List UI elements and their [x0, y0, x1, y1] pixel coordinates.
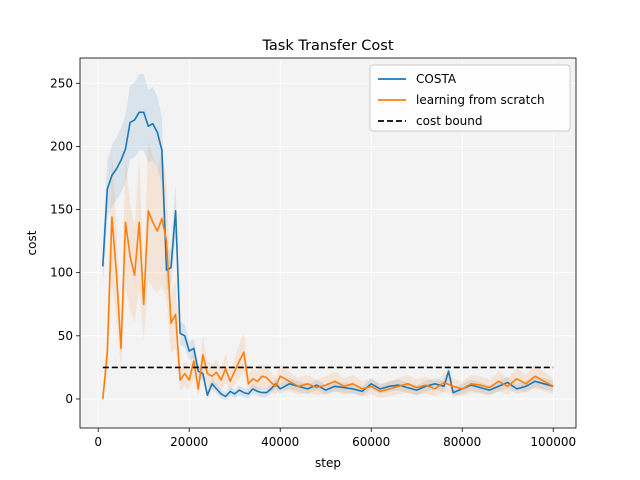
series-line-1	[102, 210, 554, 400]
series-band-0	[102, 74, 554, 401]
y-tick-label: 50	[58, 329, 73, 343]
y-tick-label: 100	[50, 266, 73, 280]
plot-frame	[79, 57, 577, 429]
y-axis-label: cost	[25, 230, 39, 255]
y-tick-label: 200	[50, 139, 73, 153]
series-band-1	[102, 141, 554, 403]
tick-labels: 0 20000 40000 60000 80000 100000 0 50 100 150 200 2…	[50, 76, 576, 449]
x-tick-label: 80000	[443, 435, 481, 449]
x-tick-label: 20000	[170, 435, 208, 449]
series-lines	[102, 111, 554, 400]
legend: COSTA learning from scratch cost bound	[369, 64, 571, 132]
axes	[76, 57, 577, 432]
legend-label-2: cost bound	[416, 114, 483, 128]
confidence-bands	[102, 74, 554, 403]
y-tick-label: 150	[50, 203, 73, 217]
x-axis-label: step	[315, 456, 341, 470]
chart-title: Task Transfer Cost	[261, 38, 393, 54]
legend-label-0: COSTA	[416, 72, 457, 86]
legend-label-1: learning from scratch	[416, 93, 545, 107]
x-tick-label: 100000	[530, 435, 576, 449]
y-tick-label: 250	[50, 76, 73, 90]
y-tick-label: 0	[65, 392, 73, 406]
legend-box	[369, 64, 571, 132]
x-tick-label: 60000	[352, 435, 390, 449]
series-line-0	[102, 111, 554, 398]
x-tick-label: 0	[94, 435, 102, 449]
x-tick-label: 40000	[261, 435, 299, 449]
